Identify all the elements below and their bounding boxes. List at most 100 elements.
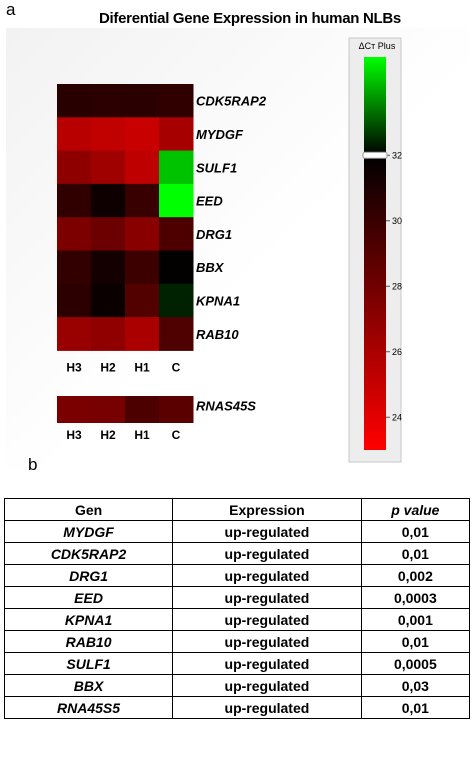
table-row: KPNA1 up-regulated 0,001 [3,608,471,631]
column-label: H3 [66,360,82,374]
table-header-row: Gen Expression p value [3,498,471,521]
heatmap-cell [57,117,92,152]
table-row: BBX up-regulated 0,03 [3,674,471,697]
table-row: SULF1 up-regulated 0,0005 [3,652,471,675]
heatmap-cell [91,84,126,118]
heatmap-cell [159,396,194,423]
heatmap-cell [159,84,194,118]
row-label: CDK5RAP2 [196,94,267,109]
cell-expression: up-regulated [172,564,362,587]
cell-gene: MYDGF [3,520,174,543]
cell-gene: DRG1 [3,564,174,587]
column-label: H2 [100,360,116,374]
table-row: DRG1 up-regulated 0,002 [3,564,471,587]
row-label: EED [196,194,223,209]
heatmap-cell [91,250,126,285]
heatmap-cell [57,217,92,251]
heatmap-cell [125,396,160,423]
cell-p-value: 0,01 [360,696,471,719]
cell-p-value: 0,002 [360,564,471,587]
cell-p-value: 0,01 [360,542,471,565]
cell-p-value: 0,001 [360,608,471,631]
colorbar-tick-label: 28 [392,281,402,291]
row-label: BBX [196,260,225,275]
results-table: Gen Expression p value MYDGF up-regulated… [3,498,471,719]
heatmap-cell [91,317,126,351]
heatmap-cell [125,183,160,218]
row-label: RNAS45S [196,399,256,414]
header-expression: Expression [172,498,362,521]
row-label: MYDGF [196,127,244,142]
heatmap-cell [91,283,126,318]
heatmap-cell [159,217,194,251]
heatmap-chart: CDK5RAP2 MYDGF SULF1 EED DRG1 BBX KPNA1 RAB10 H3… [57,37,402,463]
colorbar-tick-label: 30 [392,216,402,226]
row-label: DRG1 [196,227,232,242]
heatmap-cell [91,396,126,423]
column-label: H1 [134,360,150,374]
heatmap-cell [159,317,194,351]
cell-expression: up-regulated [172,586,362,609]
heatmap-cell [125,317,160,351]
cell-gene: RAB10 [3,630,174,653]
column-label: H2 [100,428,116,442]
heatmap-cell [91,217,126,251]
cell-expression: up-regulated [172,630,362,653]
column-label: H3 [66,428,82,442]
heatmap-cell [125,117,160,152]
table-row: MYDGF up-regulated 0,01 [3,520,471,543]
cell-p-value: 0,01 [360,630,471,653]
heatmap-cell [91,117,126,152]
cell-p-value: 0,0003 [360,586,471,609]
cell-p-value: 0,03 [360,674,471,697]
heatmap-cell [57,183,92,218]
panel-label-b: b [28,455,38,474]
cell-expression: up-regulated [172,652,362,675]
header-p-value: p value [360,498,471,521]
cell-gene: RNA45S5 [3,696,174,719]
table-row: CDK5RAP2 up-regulated 0,01 [3,542,471,565]
heatmap-cell [57,396,92,423]
heatmap-cell [91,150,126,185]
heatmap-cell [91,183,126,218]
colorbar-tick-label: 24 [392,412,402,422]
column-label: H1 [134,428,150,442]
header-gen: Gen [3,498,174,521]
cell-p-value: 0,0005 [360,652,471,675]
cell-gene: BBX [3,674,174,697]
table-row: RAB10 up-regulated 0,01 [3,630,471,653]
heatmap-cell [159,250,194,285]
heatmap-cell [159,117,194,152]
table-row: EED up-regulated 0,0003 [3,586,471,609]
column-label: C [172,360,181,374]
cell-gene: CDK5RAP2 [3,542,174,565]
heatmap-cell [159,183,194,218]
colorbar-label: ΔCᴛ Plus [359,41,396,51]
heatmap-cell [57,150,92,185]
colorbar-tick-label: 32 [392,150,402,160]
heatmap-cell [159,283,194,318]
cell-expression: up-regulated [172,674,362,697]
row-label: RAB10 [196,327,239,342]
heatmap-cell [57,283,92,318]
colorbar-tick-label: 26 [392,347,402,357]
cell-gene: EED [3,586,174,609]
cell-expression: up-regulated [172,542,362,565]
table-row: RNA45S5 up-regulated 0,01 [3,696,471,719]
heatmap-cell [125,283,160,318]
cell-expression: up-regulated [172,696,362,719]
row-label: SULF1 [196,160,237,175]
heatmap-cell [57,317,92,351]
heatmap-cell [125,250,160,285]
heatmap-cell [57,250,92,285]
panel-label-a: a [6,0,16,19]
colorbar-slider-handle [362,151,388,159]
heatmap-cell [125,84,160,118]
heatmap-cell [125,150,160,185]
cell-p-value: 0,01 [360,520,471,543]
heatmap-cell [57,84,92,118]
cell-expression: up-regulated [172,520,362,543]
chart-title: Diferential Gene Expression in human NLB… [99,10,401,27]
colorbar-gradient [364,57,386,450]
heatmap-cell [125,217,160,251]
